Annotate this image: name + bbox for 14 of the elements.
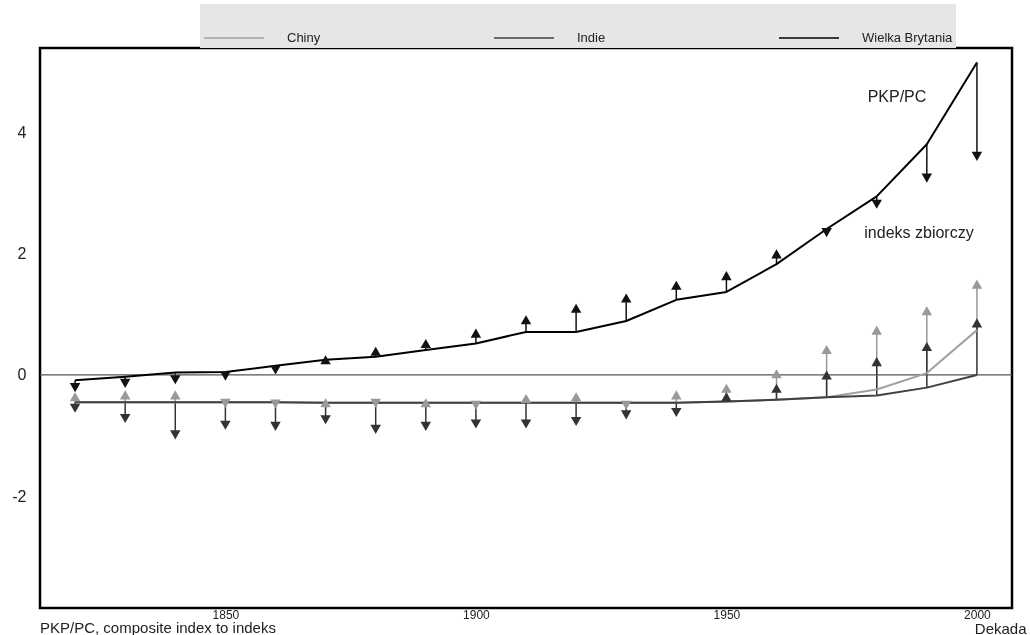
legend-label: Chiny: [287, 30, 321, 45]
y-tick-label: 4: [17, 124, 27, 142]
x-tick-label: 1900: [463, 607, 491, 622]
x-tick-label: 1850: [212, 607, 240, 622]
x-tick-label: 2000: [964, 607, 992, 622]
legend-label: Indie: [577, 30, 606, 45]
annotation: PKP/PC: [867, 88, 927, 105]
x-tick-label: 1950: [713, 607, 741, 622]
legend-label: Wielka Brytania: [862, 30, 954, 45]
annotation: indeks zbiorczy: [864, 224, 974, 241]
y-tick-label: 0: [17, 366, 27, 384]
y-tick-label: -2: [12, 487, 27, 505]
y-tick-label: 2: [17, 245, 27, 263]
x-axis-title: Dekada: [974, 619, 1028, 635]
